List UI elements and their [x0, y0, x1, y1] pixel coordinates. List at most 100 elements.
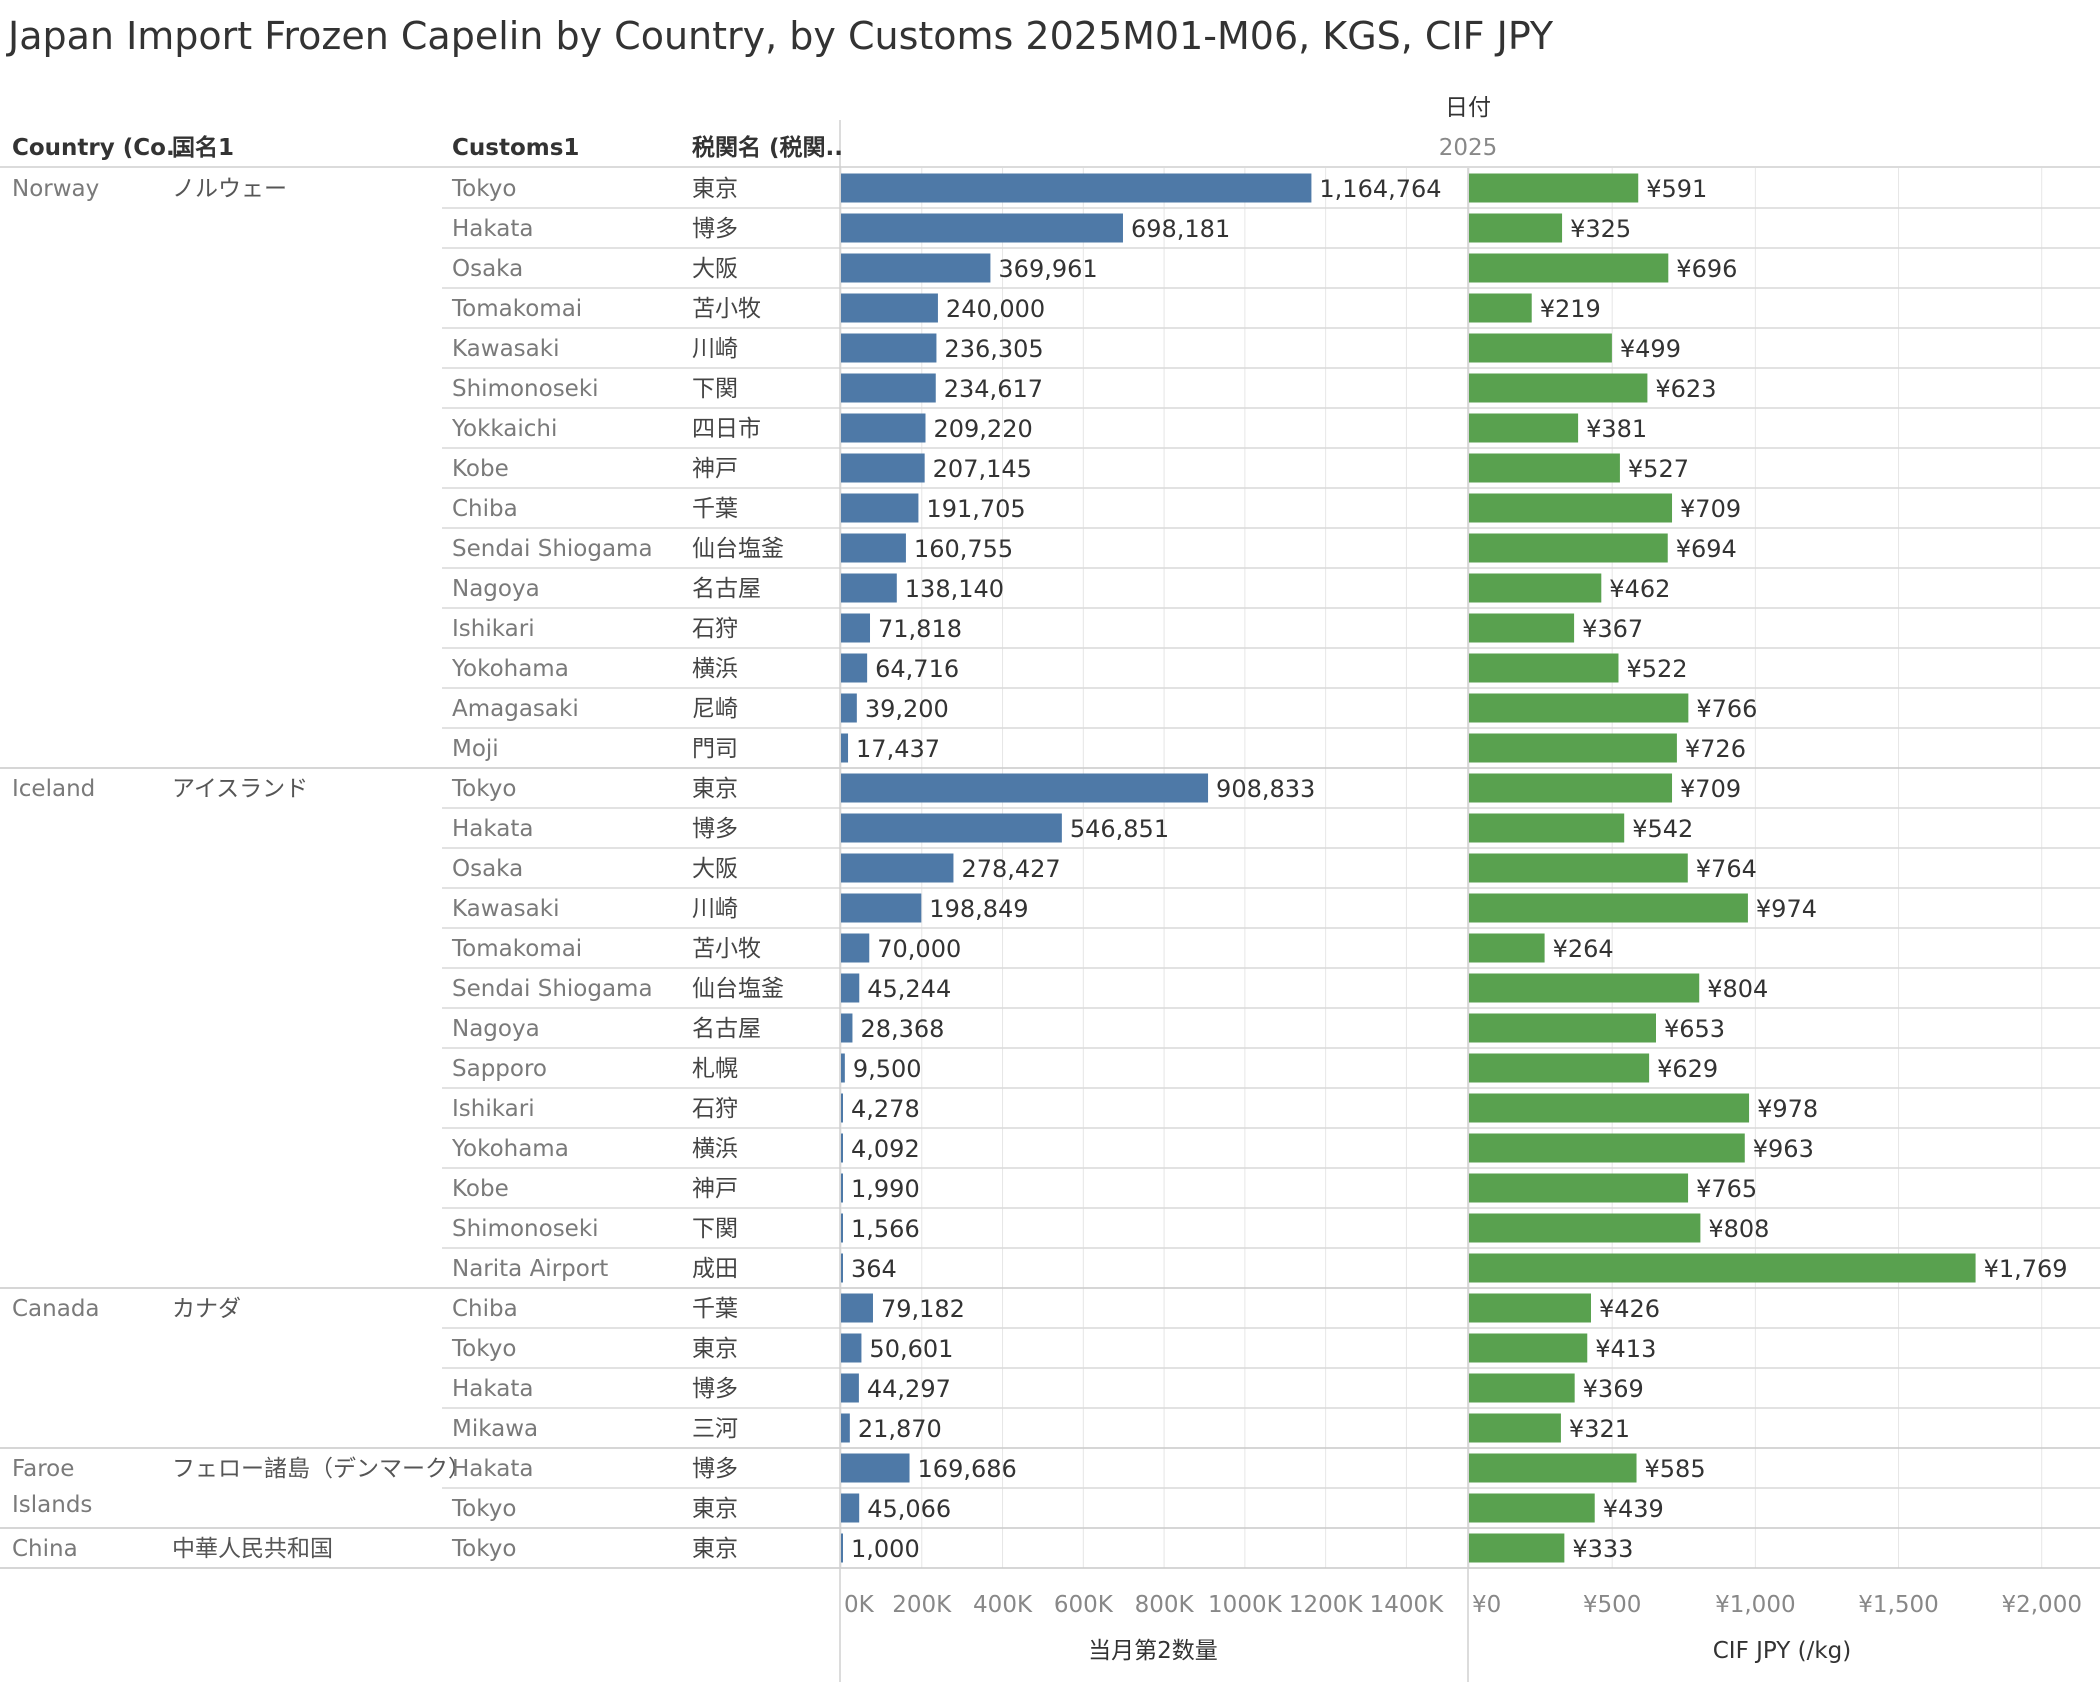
customs-label: Osaka [452, 856, 523, 882]
customs-jp-label: 博多 [692, 1456, 738, 1482]
cif-value-label: ¥522 [1626, 655, 1687, 683]
cif-bar [1469, 733, 1677, 763]
qty-value-label: 364 [851, 1255, 897, 1283]
qty-value-label: 28,368 [860, 1015, 944, 1043]
customs-label: Amagasaki [452, 696, 579, 722]
qty-bar [841, 453, 925, 483]
qty-value-label: 198,849 [929, 895, 1028, 923]
customs-jp-label: 川崎 [692, 896, 738, 922]
qty-tick-label: 400K [973, 1592, 1033, 1618]
country-label-line: Faroe [12, 1456, 74, 1482]
cif-bar [1469, 213, 1563, 243]
cif-tick-label: ¥1,500 [1858, 1592, 1938, 1618]
customs-jp-label: 川崎 [692, 336, 738, 362]
qty-value-label: 1,000 [851, 1535, 920, 1563]
qty-bar [841, 813, 1062, 843]
cif-value-label: ¥462 [1609, 575, 1670, 603]
customs-label: Tokyo [451, 176, 516, 202]
cif-value-label: ¥766 [1696, 695, 1757, 723]
country-label: Faroe Islands [12, 1456, 92, 1518]
customs-jp-label: 名古屋 [692, 576, 761, 602]
cif-bar [1469, 253, 1669, 283]
customs-jp-label: 大阪 [692, 856, 738, 882]
customs-jp-label: 門司 [692, 736, 738, 762]
cif-value-label: ¥264 [1553, 935, 1614, 963]
cif-value-label: ¥974 [1756, 895, 1817, 923]
qty-value-label: 70,000 [877, 935, 961, 963]
qty-value-label: 39,200 [865, 695, 949, 723]
cif-bar [1469, 573, 1602, 603]
qty-bar [841, 253, 991, 283]
customs-label: Ishikari [452, 1096, 535, 1122]
header-country-jp[interactable]: 国名1 [172, 134, 234, 161]
header-customs-jp[interactable]: 税関名 (税関.. [692, 134, 843, 161]
customs-label: Ishikari [452, 616, 535, 642]
cif-bar [1469, 413, 1579, 443]
cif-value-label: ¥696 [1676, 255, 1737, 283]
qty-tick-label: 1200K [1289, 1592, 1364, 1618]
cif-value-label: ¥325 [1570, 215, 1631, 243]
country-label: Canada [12, 1296, 100, 1322]
qty-tick-label: 1000K [1208, 1592, 1283, 1618]
qty-value-label: 240,000 [946, 295, 1045, 323]
customs-jp-label: 神戸 [692, 1176, 738, 1202]
qty-value-label: 71,818 [878, 615, 962, 643]
qty-value-label: 1,164,764 [1319, 175, 1441, 203]
customs-jp-label: 尼崎 [692, 696, 738, 722]
cif-bar [1469, 973, 1700, 1003]
customs-label: Moji [452, 736, 499, 762]
qty-bar [841, 1533, 843, 1563]
cif-bar [1469, 813, 1625, 843]
qty-bar [841, 1413, 850, 1443]
customs-label: Kobe [452, 1176, 509, 1202]
cif-value-label: ¥623 [1655, 375, 1716, 403]
country-jp-label: 中華人民共和国 [172, 1536, 333, 1562]
cif-value-label: ¥219 [1540, 295, 1601, 323]
cif-value-label: ¥804 [1707, 975, 1768, 1003]
qty-value-label: 369,961 [998, 255, 1097, 283]
qty-value-label: 160,755 [914, 535, 1013, 563]
qty-value-label: 21,870 [858, 1415, 942, 1443]
qty-bar [841, 933, 870, 963]
header-year: 2025 [1439, 135, 1498, 161]
cif-bar [1469, 613, 1575, 643]
customs-label: Sendai Shiogama [452, 536, 653, 562]
qty-bar [841, 773, 1209, 803]
customs-jp-label: 四日市 [692, 416, 761, 442]
customs-jp-label: 大阪 [692, 256, 738, 282]
qty-bar [841, 493, 919, 523]
qty-value-label: 908,833 [1216, 775, 1315, 803]
qty-value-label: 546,851 [1070, 815, 1169, 843]
qty-bar [841, 1453, 910, 1483]
country-label: China [12, 1536, 78, 1562]
cif-bar [1469, 1253, 1976, 1283]
qty-bar [841, 533, 906, 563]
header-customs[interactable]: Customs1 [452, 135, 579, 161]
country-jp-label: フェロー諸島（デンマーク） [172, 1456, 471, 1482]
customs-label: Shimonoseki [452, 376, 599, 402]
qty-value-label: 1,566 [851, 1215, 920, 1243]
qty-bar [841, 1493, 860, 1523]
customs-jp-label: 千葉 [692, 496, 738, 522]
qty-bar [841, 413, 926, 443]
customs-label: Nagoya [452, 1016, 540, 1042]
cif-bar [1469, 1213, 1701, 1243]
customs-label: Kobe [452, 456, 509, 482]
cif-bar [1469, 293, 1532, 323]
qty-bar [841, 1053, 845, 1083]
customs-label: Hakata [452, 1376, 534, 1402]
qty-value-label: 64,716 [875, 655, 959, 683]
cif-tick-label: ¥1,000 [1715, 1592, 1795, 1618]
cif-bar [1469, 1293, 1591, 1323]
customs-jp-label: 石狩 [692, 1096, 738, 1122]
customs-jp-label: 札幌 [692, 1056, 738, 1082]
qty-value-label: 169,686 [918, 1455, 1017, 1483]
cif-bar [1469, 493, 1673, 523]
cif-bar [1469, 1133, 1745, 1163]
customs-label: Yokohama [451, 656, 569, 682]
qty-bar [841, 373, 936, 403]
cif-bar [1469, 173, 1639, 203]
cif-value-label: ¥629 [1657, 1055, 1718, 1083]
header-country[interactable]: Country (Co.. [12, 135, 183, 161]
cif-bar [1469, 1493, 1595, 1523]
